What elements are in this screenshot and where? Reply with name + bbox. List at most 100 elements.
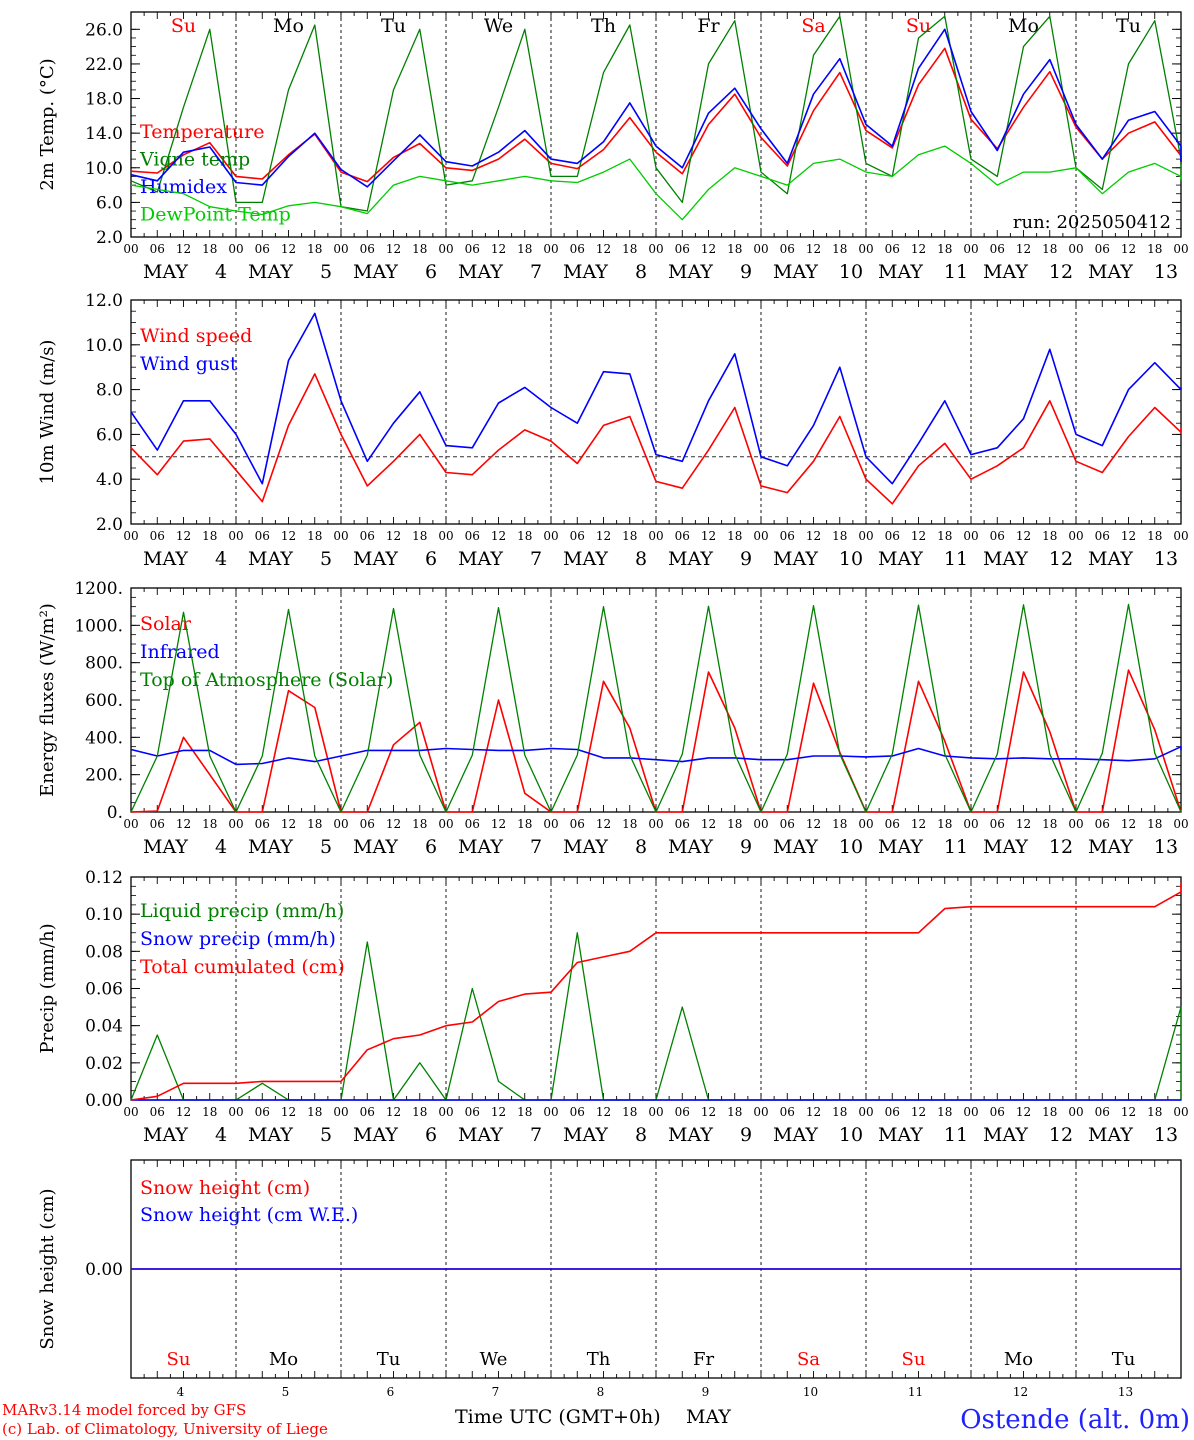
hour-tick-label: 18: [832, 242, 847, 256]
hour-tick-label: 12: [176, 529, 191, 543]
y-tick-label: 4.0: [96, 470, 123, 490]
date-day-label: 6: [425, 261, 437, 283]
hour-tick-label: 18: [202, 1105, 217, 1119]
hour-tick-label: 00: [648, 242, 663, 256]
day-number-label: 8: [597, 1385, 605, 1399]
hour-tick-label: 00: [228, 242, 243, 256]
date-month-label: MAY: [353, 261, 398, 283]
date-month-label: MAY: [563, 261, 608, 283]
hour-tick-label: 12: [386, 529, 401, 543]
date-month-label: MAY: [458, 1124, 503, 1146]
y-tick-label: 0.02: [85, 1054, 123, 1074]
legend-entry: DewPoint Temp: [140, 204, 291, 226]
date-day-label: 4: [215, 836, 227, 858]
hour-tick-label: 18: [937, 1105, 952, 1119]
date-day-label: 8: [635, 548, 647, 570]
date-day-label: 9: [740, 261, 752, 283]
weekday-label: Tu: [377, 1349, 401, 1370]
date-month-label: MAY: [668, 1124, 713, 1146]
hour-tick-label: 12: [806, 242, 821, 256]
hour-tick-label: 12: [701, 529, 716, 543]
date-month-label: MAY: [878, 261, 923, 283]
hour-tick-label: 12: [176, 1105, 191, 1119]
legend-entry: Wind gust: [140, 353, 238, 375]
date-month-label: MAY: [248, 836, 293, 858]
date-month-label: MAY: [458, 261, 503, 283]
date-day-label: 5: [320, 1124, 332, 1146]
series-line-wind-speed: [130, 373, 1182, 505]
date-day-label: 10: [839, 261, 863, 283]
hour-tick-label: 00: [228, 1105, 243, 1119]
hour-tick-label: 18: [622, 529, 637, 543]
date-day-label: 12: [1049, 836, 1073, 858]
hour-tick-label: 00: [123, 242, 138, 256]
hour-tick-label: 00: [1173, 1105, 1188, 1119]
hour-tick-label: 12: [911, 817, 926, 831]
series-line-total-cumulated-cm: [130, 882, 1182, 1101]
panel-temp: 2.0 6.0 10.0 14.0 18.0 22.0 26.0 2m Temp. (°C) S…: [37, 11, 1189, 283]
hour-tick-label: 12: [1016, 242, 1031, 256]
lab-credit: (c) Lab. of Climatology, University of L…: [2, 1420, 328, 1438]
hour-tick-label: 18: [307, 817, 322, 831]
hour-tick-label: 18: [727, 817, 742, 831]
hour-tick-label: 00: [543, 529, 558, 543]
hour-tick-label: 06: [885, 242, 900, 256]
hour-tick-label: 12: [701, 1105, 716, 1119]
day-number-label: 9: [702, 1385, 710, 1399]
panel-precip: 0.00 0.02 0.04 0.06 0.08 0.10 0.12 Precip (mm/h…: [37, 868, 1189, 1146]
hour-tick-label: 18: [1147, 1105, 1162, 1119]
hour-tick-label: 00: [543, 817, 558, 831]
hour-tick-label: 12: [491, 817, 506, 831]
hour-tick-label: 12: [701, 817, 716, 831]
date-day-label: 8: [635, 261, 647, 283]
date-month-label: MAY: [773, 548, 818, 570]
legend-entry: Temperature: [140, 121, 264, 143]
hour-tick-label: 00: [963, 242, 978, 256]
hour-tick-label: 06: [780, 242, 795, 256]
hour-tick-label: 12: [806, 529, 821, 543]
date-day-label: 7: [530, 1124, 542, 1146]
hour-tick-label: 00: [1173, 529, 1188, 543]
date-month-label: MAY: [563, 836, 608, 858]
legend-entry: Liquid precip (mm/h): [140, 900, 344, 922]
date-month-label: MAY: [668, 836, 713, 858]
hour-tick-label: 00: [858, 529, 873, 543]
hour-tick-label: 18: [517, 529, 532, 543]
hour-tick-label: 06: [990, 242, 1005, 256]
hour-tick-label: 00: [543, 1105, 558, 1119]
hour-tick-label: 18: [412, 1105, 427, 1119]
legend-entry: Humidex: [140, 176, 227, 198]
hour-tick-label: 00: [1173, 242, 1188, 256]
hour-tick-label: 06: [990, 529, 1005, 543]
y-tick-label: 6.0: [96, 425, 123, 445]
day-number-label: 5: [282, 1385, 290, 1399]
legend-entry: Solar: [140, 613, 192, 635]
date-day-label: 13: [1154, 1124, 1178, 1146]
hour-tick-label: 18: [1042, 1105, 1057, 1119]
hour-tick-label: 18: [1147, 817, 1162, 831]
hour-tick-label: 00: [858, 242, 873, 256]
weekday-label: Tu: [381, 15, 406, 37]
hour-tick-label: 06: [1095, 529, 1110, 543]
hour-tick-label: 00: [333, 817, 348, 831]
hour-tick-label: 06: [360, 242, 375, 256]
weekday-label: We: [480, 1349, 508, 1370]
date-month-label: MAY: [1088, 261, 1133, 283]
date-month-label: MAY: [143, 261, 188, 283]
hour-tick-label: 00: [438, 242, 453, 256]
y-tick-label: 14.0: [85, 124, 123, 144]
y-axis-label: Precip (mm/h): [37, 923, 58, 1053]
hour-tick-label: 06: [255, 817, 270, 831]
date-month-label: MAY: [458, 548, 503, 570]
date-day-label: 6: [425, 1124, 437, 1146]
hour-tick-label: 00: [1068, 1105, 1083, 1119]
date-month-label: MAY: [773, 1124, 818, 1146]
date-month-label: MAY: [878, 836, 923, 858]
hour-tick-label: 06: [255, 1105, 270, 1119]
legend-entry: Snow height (cm): [140, 1177, 310, 1199]
hour-tick-label: 00: [333, 529, 348, 543]
legend-entry: Top of Atmosphere (Solar): [140, 669, 393, 691]
weekday-label: We: [484, 15, 513, 37]
hour-tick-label: 06: [360, 529, 375, 543]
hour-tick-label: 12: [176, 817, 191, 831]
